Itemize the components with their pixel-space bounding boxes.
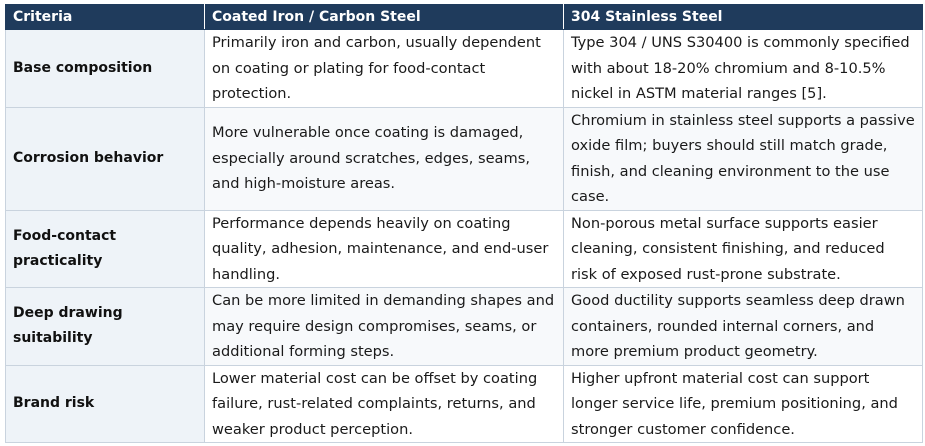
criteria-cell: Brand risk	[5, 364, 205, 443]
coated-cell: Can be more limited in demanding shapes …	[204, 287, 564, 366]
coated-cell: More vulnerable once coating is damaged,…	[204, 106, 564, 211]
stainless-cell: Chromium in stainless steel supports a p…	[563, 106, 923, 211]
comparison-table-container: Criteria Coated Iron / Carbon Steel 304 …	[5, 4, 923, 443]
stainless-cell: Type 304 / UNS S30400 is commonly specif…	[563, 29, 923, 108]
criteria-cell: Deep drawing suitability	[5, 287, 205, 366]
header-row: Criteria Coated Iron / Carbon Steel 304 …	[5, 4, 923, 30]
table-header: Criteria Coated Iron / Carbon Steel 304 …	[5, 4, 923, 30]
stainless-cell: Good ductility supports seamless deep dr…	[563, 287, 923, 366]
table-row: Deep drawing suitability Can be more lim…	[5, 287, 923, 366]
criteria-cell: Base composition	[5, 29, 205, 108]
header-criteria: Criteria	[5, 4, 205, 30]
table-row: Base composition Primarily iron and carb…	[5, 29, 923, 108]
table-body: Base composition Primarily iron and carb…	[5, 29, 923, 443]
stainless-cell: Non-porous metal surface supports easier…	[563, 209, 923, 288]
stainless-cell: Higher upfront material cost can support…	[563, 364, 923, 443]
table-row: Food-contact practicality Performance de…	[5, 209, 923, 288]
header-stainless-steel: 304 Stainless Steel	[563, 4, 923, 30]
coated-cell: Lower material cost can be offset by coa…	[204, 364, 564, 443]
table-row: Corrosion behavior More vulnerable once …	[5, 106, 923, 211]
criteria-cell: Corrosion behavior	[5, 106, 205, 211]
coated-cell: Primarily iron and carbon, usually depen…	[204, 29, 564, 108]
comparison-table: Criteria Coated Iron / Carbon Steel 304 …	[5, 4, 923, 443]
header-coated-iron: Coated Iron / Carbon Steel	[204, 4, 564, 30]
table-row: Brand risk Lower material cost can be of…	[5, 364, 923, 443]
coated-cell: Performance depends heavily on coating q…	[204, 209, 564, 288]
criteria-cell: Food-contact practicality	[5, 209, 205, 288]
